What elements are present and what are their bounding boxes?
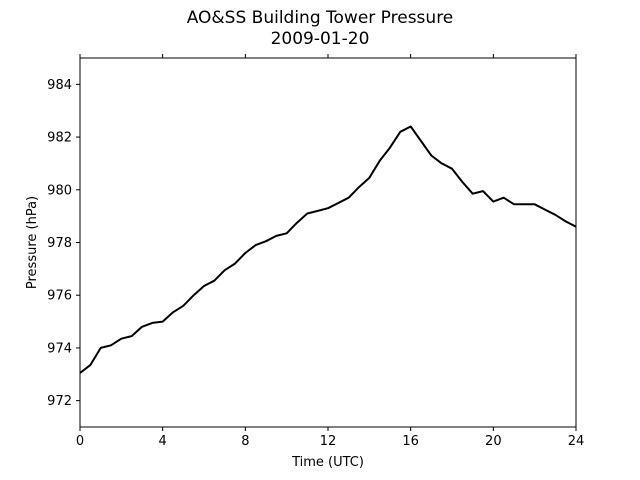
x-tick-label: 16 xyxy=(402,434,419,449)
x-tick-label: 0 xyxy=(76,434,84,449)
y-tick-label: 980 xyxy=(47,183,72,198)
y-tick-label: 974 xyxy=(47,341,72,356)
x-tick-label: 8 xyxy=(241,434,249,449)
pressure-series-line xyxy=(79,125,577,374)
x-tick-label: 4 xyxy=(159,434,167,449)
y-tick-label: 982 xyxy=(47,131,72,146)
x-tick-label: 24 xyxy=(568,434,585,449)
series-layer xyxy=(79,125,577,374)
chart-subtitle: 2009-01-20 xyxy=(270,29,370,49)
x-tick-label: 12 xyxy=(320,434,337,449)
plot-frame xyxy=(79,57,577,428)
x-tick-label: 20 xyxy=(485,434,502,449)
y-tick-label: 978 xyxy=(47,236,72,251)
y-axis-label: Pressure (hPa) xyxy=(25,196,40,289)
x-axis-label: Time (UTC) xyxy=(291,455,364,470)
x-axis-ticks: 0 4 8 12 16 20 24 xyxy=(76,54,584,449)
y-tick-label: 976 xyxy=(47,289,72,304)
y-axis-ticks: 972 974 976 978 980 982 984 xyxy=(47,78,80,409)
y-tick-label: 972 xyxy=(47,394,72,409)
y-tick-label: 984 xyxy=(47,78,72,93)
chart-title: AO&SS Building Tower Pressure xyxy=(186,8,454,28)
